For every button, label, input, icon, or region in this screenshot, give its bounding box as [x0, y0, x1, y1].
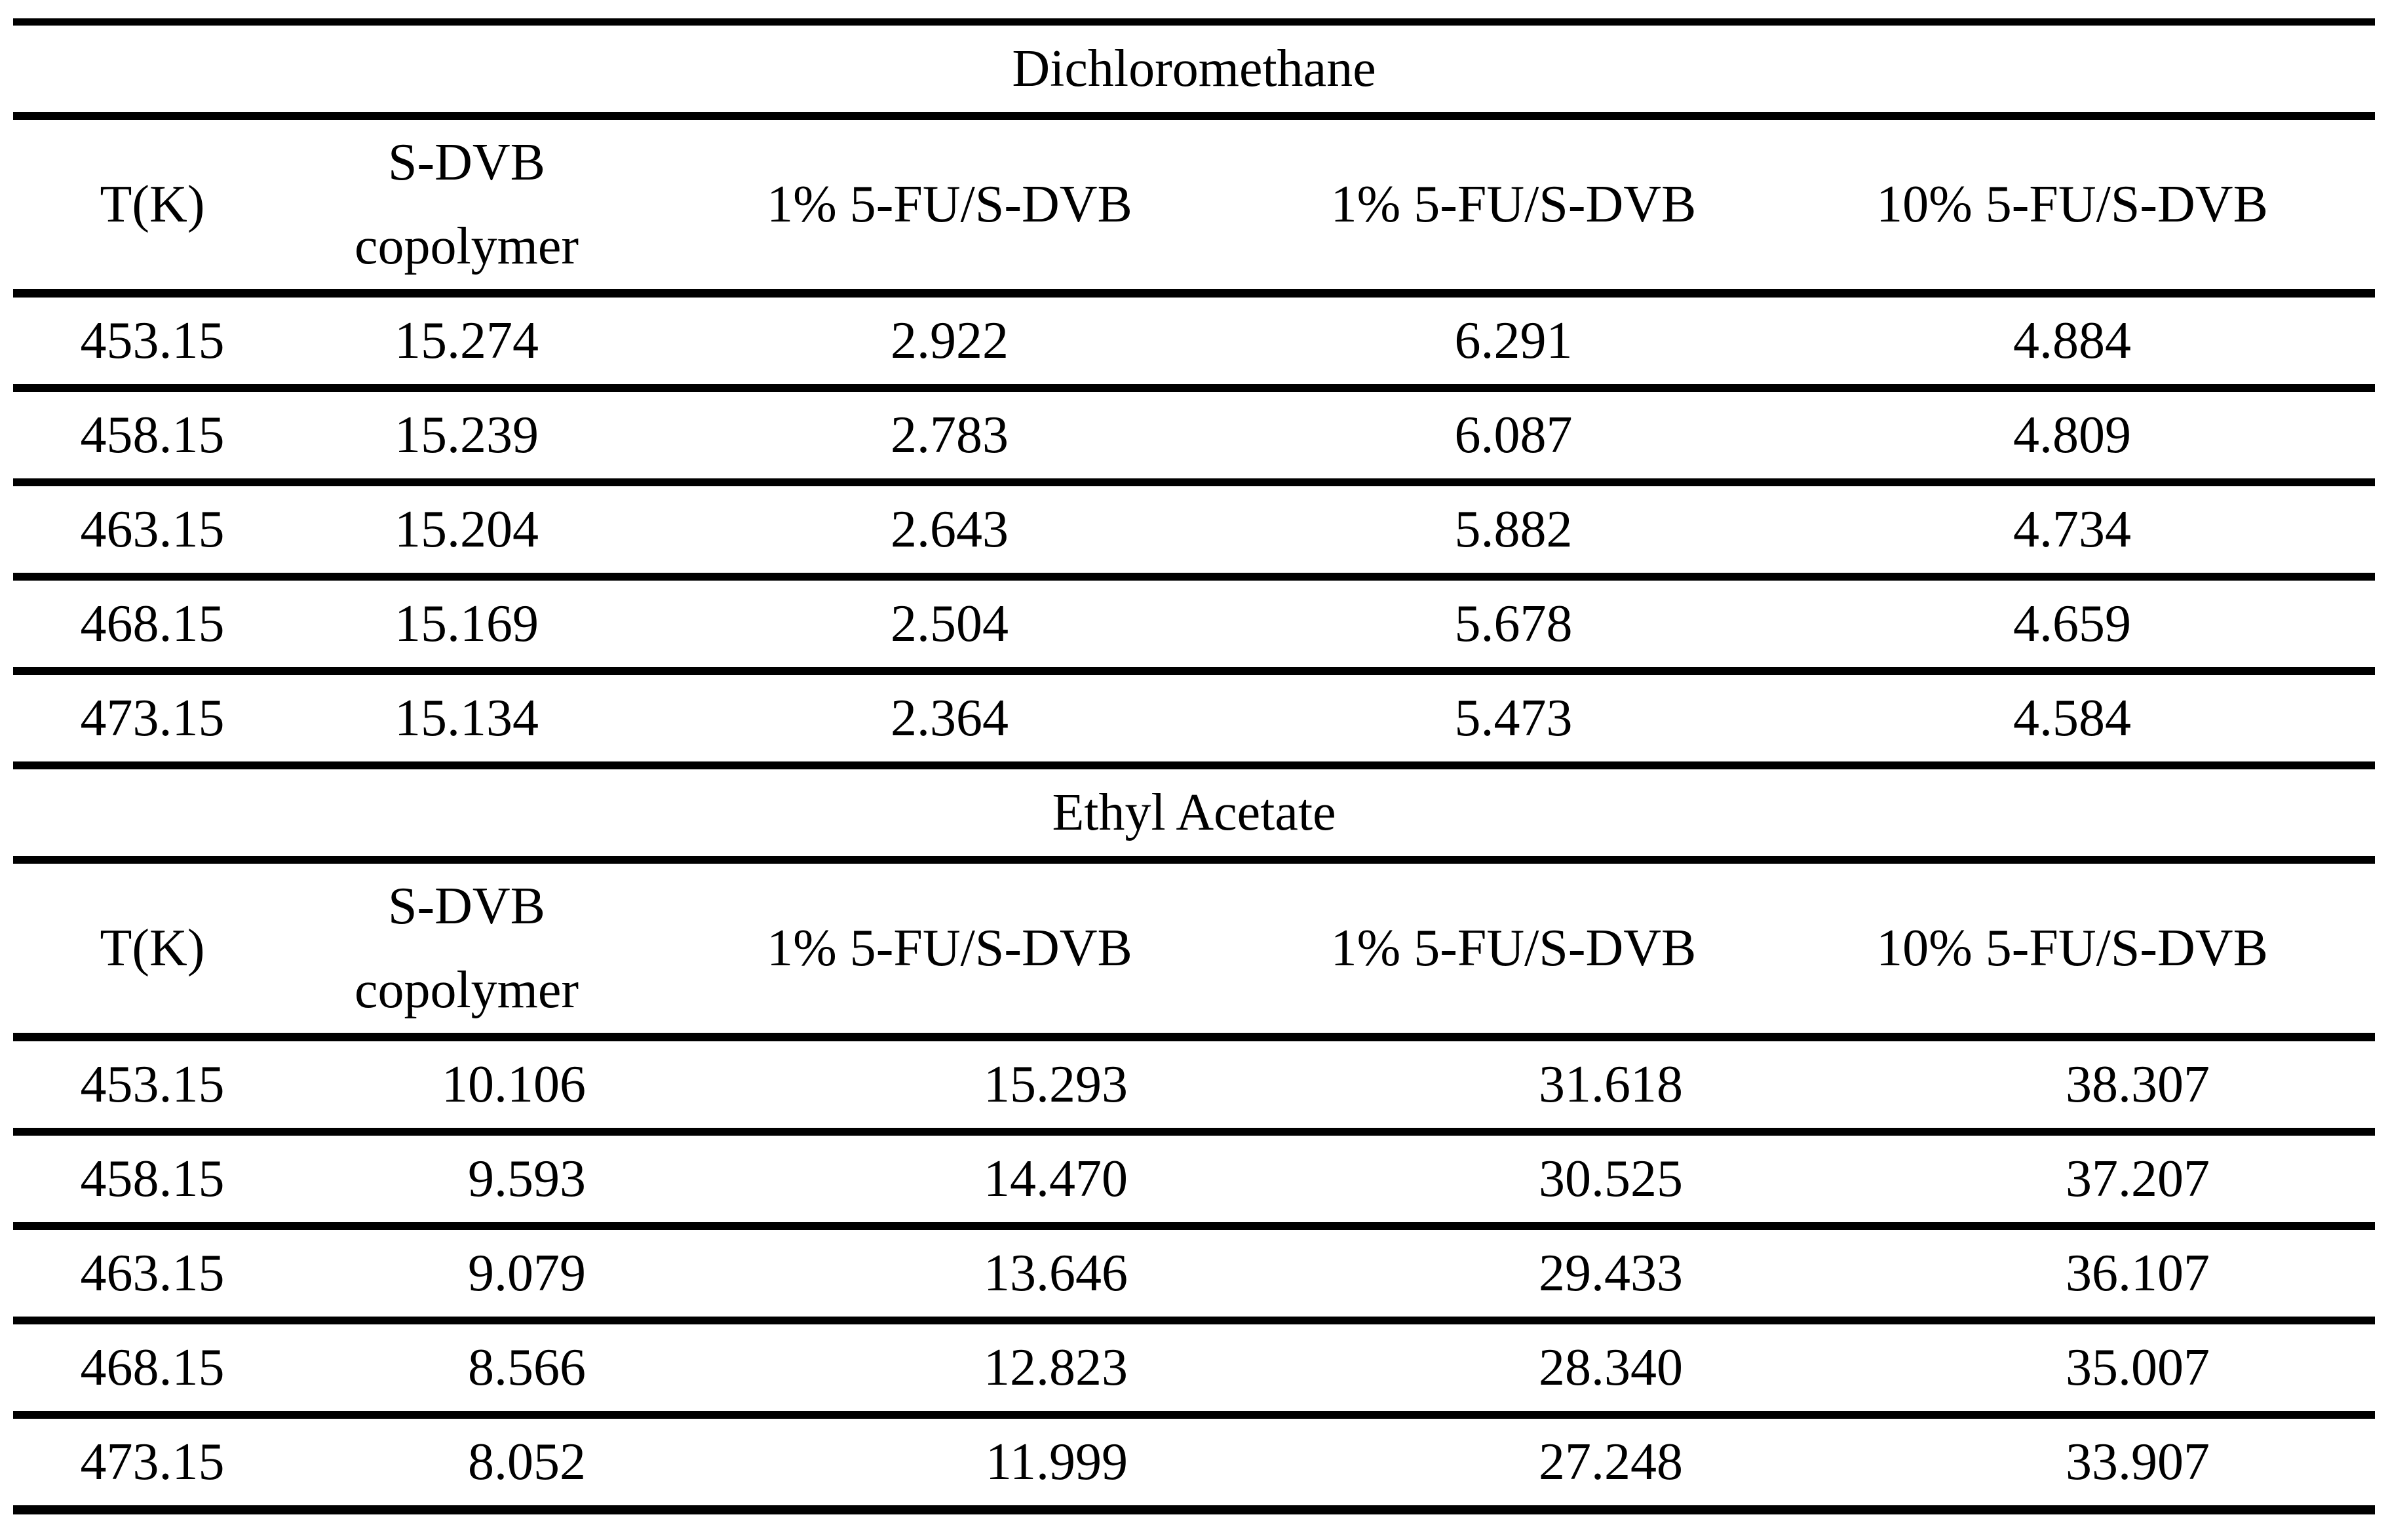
- table-cell: 4.734: [1769, 482, 2376, 581]
- table-row: 453.15 15.274 2.922 6.291 4.884: [13, 293, 2376, 392]
- table-cell: 38.307: [1769, 1037, 2376, 1136]
- section-title-ethyl-acetate: Ethyl Acetate: [13, 765, 2376, 864]
- table-cell: 13.646: [642, 1226, 1258, 1324]
- column-header-sdvb-line2: copolymer: [354, 218, 579, 275]
- column-header-sdvb-line1: S-DVB: [387, 877, 546, 935]
- column-header-1pct-5fu-sdvb-b: 1% 5-FU/S-DVB: [1258, 116, 1769, 298]
- table-cell: 463.15: [13, 482, 292, 581]
- table-cell: 31.618: [1258, 1037, 1769, 1136]
- column-header-temperature: T(K): [13, 860, 292, 1041]
- table-row: 473.15 15.134 2.364 5.473 4.584: [13, 671, 2376, 769]
- table-cell: 458.15: [13, 388, 292, 486]
- table-cell: 4.884: [1769, 293, 2376, 392]
- table-cell: 2.364: [642, 671, 1258, 769]
- table-cell: 15.169: [292, 577, 642, 675]
- table-cell: 2.922: [642, 293, 1258, 392]
- solubility-table: Dichloromethane T(K) S-DVB copolymer 1% …: [13, 18, 2376, 1514]
- table-cell: 4.659: [1769, 577, 2376, 675]
- table-cell: 453.15: [13, 293, 292, 392]
- section-title-dichloromethane: Dichloromethane: [13, 22, 2376, 120]
- table-row: 463.15 15.204 2.643 5.882 4.734: [13, 482, 2376, 581]
- table-cell: 4.584: [1769, 671, 2376, 769]
- table-cell: 453.15: [13, 1037, 292, 1136]
- table-cell: 6.291: [1258, 293, 1769, 392]
- table-cell: 10.106: [292, 1037, 642, 1136]
- column-header-1pct-5fu-sdvb-a: 1% 5-FU/S-DVB: [642, 116, 1258, 298]
- header-row-ethyl-acetate: T(K) S-DVB copolymer 1% 5-FU/S-DVB 1% 5-…: [13, 860, 2376, 1041]
- table-cell: 2.783: [642, 388, 1258, 486]
- table-cell: 8.566: [292, 1320, 642, 1419]
- table-cell: 463.15: [13, 1226, 292, 1324]
- table-cell: 468.15: [13, 577, 292, 675]
- table-cell: 473.15: [13, 1415, 292, 1514]
- table-cell: 5.473: [1258, 671, 1769, 769]
- table-row: 468.15 15.169 2.504 5.678 4.659: [13, 577, 2376, 675]
- table-cell: 6.087: [1258, 388, 1769, 486]
- table-cell: 36.107: [1769, 1226, 2376, 1324]
- table-cell: 458.15: [13, 1132, 292, 1230]
- table-cell: 30.525: [1258, 1132, 1769, 1230]
- table-cell: 8.052: [292, 1415, 642, 1514]
- header-row-dichloromethane: T(K) S-DVB copolymer 1% 5-FU/S-DVB 1% 5-…: [13, 116, 2376, 298]
- column-header-1pct-5fu-sdvb-a: 1% 5-FU/S-DVB: [642, 860, 1258, 1041]
- table-row: 473.15 8.052 11.999 27.248 33.907: [13, 1415, 2376, 1514]
- table-cell: 2.504: [642, 577, 1258, 675]
- table-cell: 37.207: [1769, 1132, 2376, 1230]
- column-header-10pct-5fu-sdvb: 10% 5-FU/S-DVB: [1769, 860, 2376, 1041]
- table-cell: 14.470: [642, 1132, 1258, 1230]
- table-row: 458.15 9.593 14.470 30.525 37.207: [13, 1132, 2376, 1230]
- table-row: 453.15 10.106 15.293 31.618 38.307: [13, 1037, 2376, 1136]
- column-header-temperature: T(K): [13, 116, 292, 298]
- section-title-row-dichloromethane: Dichloromethane: [13, 22, 2376, 120]
- table-cell: 15.293: [642, 1037, 1258, 1136]
- table-cell: 15.274: [292, 293, 642, 392]
- column-header-10pct-5fu-sdvb: 10% 5-FU/S-DVB: [1769, 116, 2376, 298]
- column-header-sdvb-line2: copolymer: [354, 961, 579, 1019]
- table-cell: 468.15: [13, 1320, 292, 1419]
- column-header-1pct-5fu-sdvb-b: 1% 5-FU/S-DVB: [1258, 860, 1769, 1041]
- table-cell: 2.643: [642, 482, 1258, 581]
- table-cell: 9.593: [292, 1132, 642, 1230]
- table-cell: 33.907: [1769, 1415, 2376, 1514]
- table-row: 463.15 9.079 13.646 29.433 36.107: [13, 1226, 2376, 1324]
- table-cell: 5.882: [1258, 482, 1769, 581]
- table-cell: 27.248: [1258, 1415, 1769, 1514]
- column-header-sdvb-copolymer: S-DVB copolymer: [292, 860, 642, 1041]
- table-cell: 11.999: [642, 1415, 1258, 1514]
- table-cell: 28.340: [1258, 1320, 1769, 1419]
- table-row: 458.15 15.239 2.783 6.087 4.809: [13, 388, 2376, 486]
- column-header-sdvb-copolymer: S-DVB copolymer: [292, 116, 642, 298]
- table-row: 468.15 8.566 12.823 28.340 35.007: [13, 1320, 2376, 1419]
- table-cell: 15.134: [292, 671, 642, 769]
- table-cell: 12.823: [642, 1320, 1258, 1419]
- column-header-sdvb-line1: S-DVB: [387, 134, 546, 191]
- table-cell: 5.678: [1258, 577, 1769, 675]
- table-cell: 4.809: [1769, 388, 2376, 486]
- section-title-row-ethyl-acetate: Ethyl Acetate: [13, 765, 2376, 864]
- table-cell: 29.433: [1258, 1226, 1769, 1324]
- table-cell: 15.239: [292, 388, 642, 486]
- table-cell: 473.15: [13, 671, 292, 769]
- table-cell: 9.079: [292, 1226, 642, 1324]
- table-cell: 15.204: [292, 482, 642, 581]
- table-cell: 35.007: [1769, 1320, 2376, 1419]
